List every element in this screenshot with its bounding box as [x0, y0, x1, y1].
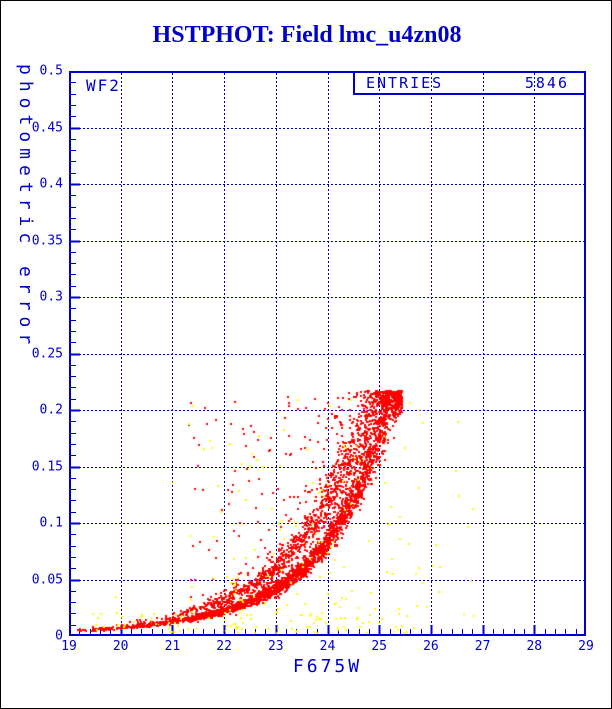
- x-tick-label: 26: [423, 639, 439, 654]
- y-axis-tick-labels: 0.5 0.45 0.4 0.35 0.3 0.25 0.2 0.15 0.1 0.05 0: [1, 1, 63, 708]
- y-tick-label: 0.15: [31, 459, 63, 474]
- x-tick-label: 25: [371, 639, 388, 654]
- chip-label: WF2: [86, 76, 121, 95]
- y-tick-label: 0.35: [31, 233, 63, 248]
- x-tick-label: 24: [319, 639, 336, 654]
- y-tick-label: 0.1: [39, 515, 63, 531]
- y-tick-label: 0.3: [39, 289, 63, 305]
- y-tick-label: 0.4: [39, 176, 63, 192]
- y-tick-label: 0.45: [31, 120, 63, 135]
- x-tick-label: 29: [578, 639, 594, 654]
- y-tick-label: 0.2: [39, 402, 63, 418]
- x-tick-label: 20: [112, 639, 129, 654]
- y-tick-label: 0: [55, 628, 63, 644]
- chart-title: HSTPHOT: Field lmc_u4zn08: [152, 22, 462, 48]
- x-tick-label: 27: [474, 639, 491, 654]
- entries-value: 5846: [524, 74, 569, 92]
- x-tick-label: 22: [216, 639, 232, 654]
- y-tick-label: 0.5: [39, 63, 63, 79]
- y-axis-label: photometric error: [15, 64, 36, 351]
- x-tick-label: 21: [164, 639, 181, 654]
- x-tick-label: 19: [61, 639, 77, 654]
- plot-area: WF2 ENTRIES 5846: [69, 71, 586, 636]
- x-tick-label: 23: [267, 639, 284, 654]
- scatter-points-canvas: [69, 71, 586, 636]
- entries-box: ENTRIES 5846: [353, 71, 586, 95]
- y-tick-label: 0.05: [31, 572, 63, 587]
- entries-label: ENTRIES: [366, 74, 444, 92]
- x-tick-label: 28: [526, 639, 543, 654]
- y-tick-label: 0.25: [31, 346, 63, 361]
- x-axis-label: F675W: [292, 656, 363, 677]
